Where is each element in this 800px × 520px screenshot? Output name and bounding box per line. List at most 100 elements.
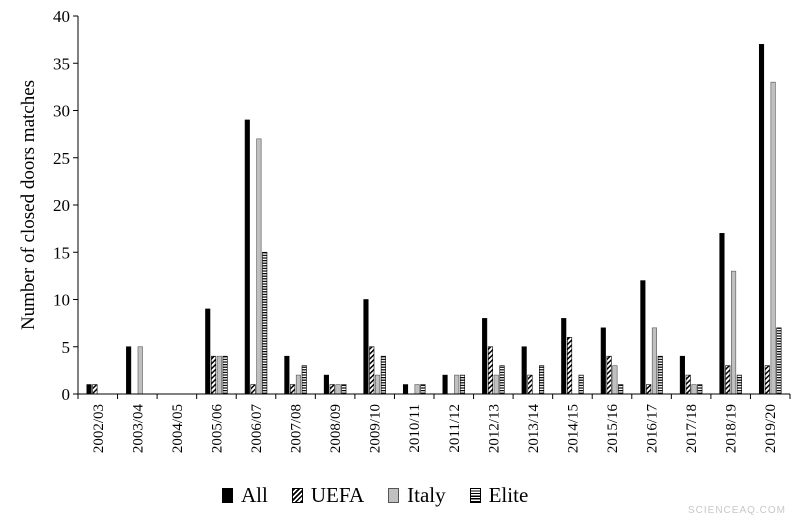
x-axis: 2002/03 2003/04 2004/05 2005/06 2006/07 2007/… xyxy=(77,393,791,454)
x-tick-label: 2011/12 xyxy=(447,404,463,453)
bar-uefa-2012-13 xyxy=(487,346,493,395)
legend-item-all: All xyxy=(222,483,268,508)
legend-item-italy: Italy xyxy=(388,482,446,508)
x-tick-label: 2012/13 xyxy=(486,404,502,453)
y-tick-label: 25 xyxy=(53,149,70,168)
x-tick-label: 2010/11 xyxy=(407,404,423,453)
x-tick-label: 2005/06 xyxy=(209,404,225,454)
bar-uefa-2002-03 xyxy=(92,384,98,395)
bar-all-2012-13 xyxy=(482,318,488,395)
x-tick-label: 2007/08 xyxy=(289,404,305,453)
legend-label-italy: Italy xyxy=(407,482,446,507)
bar-elite-2013-14 xyxy=(539,365,545,395)
bar-all-2008-09 xyxy=(323,374,329,395)
bar-uefa-2007-08 xyxy=(290,384,296,395)
bar-elite-2009-10 xyxy=(380,355,386,395)
legend-swatch-elite xyxy=(469,487,481,503)
bar-italy-2018-19 xyxy=(731,270,737,395)
bar-italy-2006-07 xyxy=(256,138,262,395)
bar-all-2005-06 xyxy=(205,308,211,395)
legend-item-uefa: UEFA xyxy=(291,482,365,508)
y-tick-label: 10 xyxy=(53,291,70,310)
bar-uefa-2009-10 xyxy=(369,346,375,395)
bar-uefa-2018-19 xyxy=(725,365,731,395)
bar-elite-2017-18 xyxy=(697,384,703,395)
x-tick-label: 2017/18 xyxy=(684,404,700,453)
bar-all-2017-18 xyxy=(679,355,685,395)
bar-all-2003-04 xyxy=(126,346,132,395)
legend-label-uefa: UEFA xyxy=(310,482,365,507)
bar-uefa-2006-07 xyxy=(250,384,256,395)
bar-uefa-2008-09 xyxy=(329,384,335,395)
x-tick-label: 2002/03 xyxy=(91,404,107,453)
bar-uefa-2019-20 xyxy=(764,365,770,395)
bar-uefa-2017-18 xyxy=(685,374,691,395)
y-axis: 0 5 10 15 20 25 30 35 40 xyxy=(53,7,79,404)
legend-label-elite: Elite xyxy=(488,482,529,507)
y-tick-label: 5 xyxy=(62,338,71,357)
x-tick-label: 2008/09 xyxy=(328,404,344,453)
bar-all-2014-15 xyxy=(561,318,567,395)
bar-all-2002-03 xyxy=(86,384,92,395)
bar-all-2015-16 xyxy=(600,327,606,395)
bar-elite-2015-16 xyxy=(618,384,624,395)
bar-italy-2003-04 xyxy=(137,346,143,395)
legend-swatch-uefa xyxy=(291,487,303,503)
bar-uefa-2005-06 xyxy=(210,355,217,395)
bar-all-2007-08 xyxy=(284,355,290,395)
x-tick-label: 2003/04 xyxy=(130,404,146,454)
y-tick-label: 40 xyxy=(53,7,70,26)
bar-all-2018-19 xyxy=(719,233,725,395)
x-tick-label: 2014/15 xyxy=(565,404,581,453)
bar-elite-2011-12 xyxy=(459,374,466,395)
bar-italy-2010-11 xyxy=(414,384,420,395)
legend-swatch-all xyxy=(222,487,233,503)
y-tick-label: 15 xyxy=(53,243,70,262)
y-tick-label: 20 xyxy=(53,196,70,215)
bar-italy-2016-17 xyxy=(651,327,658,395)
bar-all-2009-10 xyxy=(363,299,369,395)
bar-all-2006-07 xyxy=(244,119,250,395)
bar-elite-2006-07 xyxy=(262,251,268,395)
bar-italy-2009-10 xyxy=(375,374,381,395)
bar-uefa-2016-17 xyxy=(646,384,652,395)
bar-elite-2018-19 xyxy=(736,374,742,395)
x-tick-label: 2019/20 xyxy=(763,404,779,453)
bar-italy-2019-20 xyxy=(770,81,776,395)
chart-legend: All UEFA Italy Elite xyxy=(222,482,528,508)
bar-italy-2011-12 xyxy=(454,374,460,395)
bar-italy-2005-06 xyxy=(216,355,222,395)
bar-uefa-2014-15 xyxy=(566,336,573,395)
x-tick-label: 2018/19 xyxy=(724,404,740,453)
x-tick-label: 2004/05 xyxy=(170,404,186,453)
legend-item-elite: Elite xyxy=(469,482,529,508)
legend-swatch-italy xyxy=(388,487,400,503)
bar-elite-2010-11 xyxy=(420,384,426,395)
watermark: SCIENCEAQ.COM xyxy=(687,505,786,516)
bar-italy-2008-09 xyxy=(335,384,341,395)
bar-italy-2017-18 xyxy=(691,384,697,395)
bar-elite-2014-15 xyxy=(578,374,584,395)
bar-italy-2007-08 xyxy=(295,374,302,395)
x-tick-label: 2016/17 xyxy=(645,404,661,454)
bar-all-2011-12 xyxy=(442,374,448,395)
plot-area xyxy=(86,44,782,395)
y-axis-label: Number of closed doors matches xyxy=(18,80,39,330)
bar-all-2016-17 xyxy=(640,280,646,395)
bar-all-2019-20 xyxy=(758,44,765,395)
x-tick-label: 2009/10 xyxy=(368,404,384,453)
bar-italy-2012-13 xyxy=(493,374,499,395)
legend-label-all: All xyxy=(241,482,268,507)
bar-all-2010-11 xyxy=(402,384,409,395)
bar-uefa-2015-16 xyxy=(606,355,612,395)
y-tick-label: 30 xyxy=(53,102,70,121)
x-tick-label: 2006/07 xyxy=(249,404,265,454)
bar-elite-2008-09 xyxy=(341,384,347,395)
bar-all-2013-14 xyxy=(521,346,527,395)
bar-uefa-2013-14 xyxy=(527,374,533,395)
bar-elite-2012-13 xyxy=(499,365,505,395)
bar-elite-2005-06 xyxy=(222,355,228,395)
x-tick-label: 2015/16 xyxy=(605,404,621,454)
bar-italy-2015-16 xyxy=(612,365,618,395)
